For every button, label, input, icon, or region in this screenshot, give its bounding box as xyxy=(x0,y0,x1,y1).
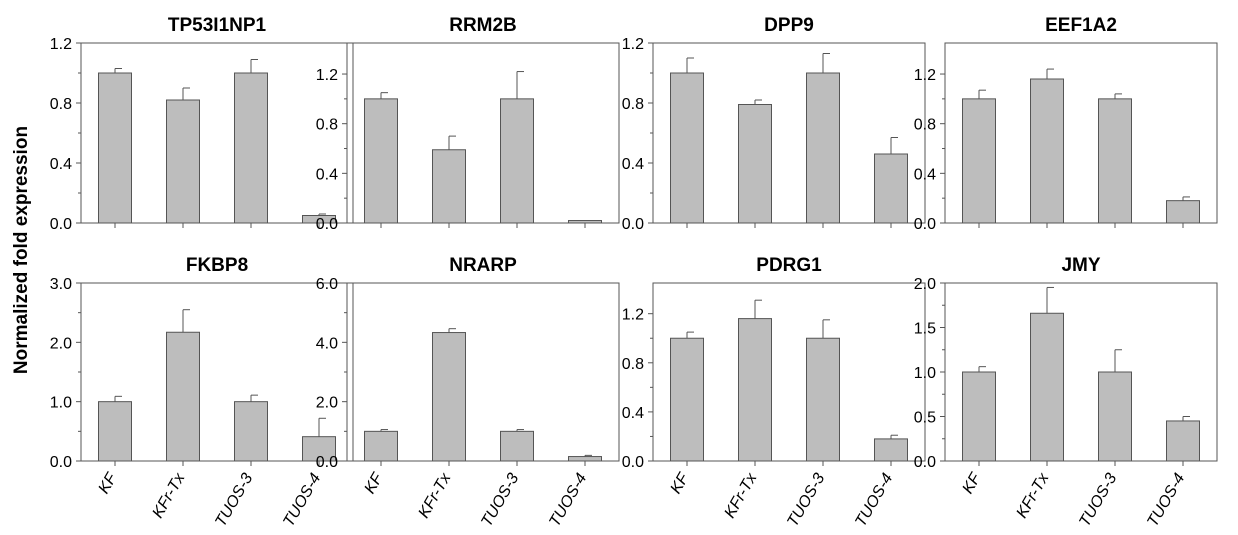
bar xyxy=(98,72,132,224)
bar xyxy=(98,401,132,462)
x-tick-label: TUOS-3 xyxy=(784,470,828,529)
y-tick-label: 0.0 xyxy=(622,216,644,233)
y-tick-label: 6.0 xyxy=(316,276,338,293)
bar xyxy=(364,430,398,462)
bar xyxy=(1098,371,1132,462)
y-tick-label: 0.4 xyxy=(50,156,72,173)
x-tick-label: KF xyxy=(362,469,388,496)
x-tick-label: TUOS-3 xyxy=(478,470,522,529)
bar xyxy=(568,456,602,462)
x-tick-label: KFr-Tx xyxy=(1013,470,1053,521)
y-tick-label: 1.2 xyxy=(50,36,72,53)
chart-panel-3: DPP9 0.0 0.4 0.8 1.2 xyxy=(622,15,926,233)
chart-panel-7: PDRG1 0.0 0.4 0.8 1.2 KF KFr-Tx TUOS-3 TUOS-4 xyxy=(622,255,926,530)
y-tick-label: 0.0 xyxy=(50,454,72,471)
plot-frame xyxy=(346,42,620,224)
bar xyxy=(874,438,908,462)
x-tick-label: TUOS-4 xyxy=(546,470,590,529)
bar xyxy=(1166,200,1200,224)
y-tick-label: 3.0 xyxy=(50,276,72,293)
bar xyxy=(432,149,466,224)
y-tick-label: 2.0 xyxy=(50,335,72,352)
y-tick-label: 0.4 xyxy=(622,156,644,173)
bar xyxy=(962,98,996,224)
y-tick-label: 0.0 xyxy=(316,454,338,471)
chart-panel-8: JMY 0.0 0.5 1.0 1.5 2.0 KF KFr-Tx TUOS-3 TUOS-4 xyxy=(914,255,1218,530)
y-tick-label: 1.5 xyxy=(914,321,936,338)
bar xyxy=(234,72,268,224)
chart-panel-6: NRARP 0.0 2.0 4.0 6.0 KF KFr-Tx TUOS-3 TUOS-4 xyxy=(316,255,620,530)
y-tick-label: 4.0 xyxy=(316,335,338,352)
x-tick-label: KFr-Tx xyxy=(415,470,455,521)
bar xyxy=(432,332,466,462)
y-tick-label: 0.4 xyxy=(622,405,644,422)
y-tick-label: 2.0 xyxy=(316,395,338,412)
bar xyxy=(806,72,840,224)
panel-title: FKBP8 xyxy=(186,255,248,276)
bar xyxy=(500,430,534,462)
bar xyxy=(166,331,200,462)
bar xyxy=(500,98,534,224)
panel-title: RRM2B xyxy=(449,15,517,36)
y-tick-label: 1.0 xyxy=(50,395,72,412)
x-tick-label: TUOS-4 xyxy=(852,470,896,529)
chart-panel-5: FKBP8 0.0 1.0 2.0 3.0 KF KFr-Tx TUOS-3 TUOS-4 xyxy=(50,255,354,530)
y-tick-label: 0.0 xyxy=(50,216,72,233)
x-tick-label: TUOS-4 xyxy=(280,470,324,529)
y-tick-label: 0.0 xyxy=(914,454,936,471)
bar xyxy=(962,371,996,462)
bar xyxy=(1030,78,1064,224)
panel-title: EEF1A2 xyxy=(1045,15,1117,36)
y-tick-label: 1.2 xyxy=(316,67,338,84)
bar xyxy=(364,98,398,224)
y-tick-label: 0.8 xyxy=(622,96,644,113)
y-tick-label: 0.8 xyxy=(914,117,936,134)
bar xyxy=(874,153,908,224)
y-tick-label: 0.8 xyxy=(50,96,72,113)
y-tick-label: 0.8 xyxy=(316,117,338,134)
x-tick-label: TUOS-3 xyxy=(1076,470,1120,529)
y-tick-label: 0.4 xyxy=(914,166,936,183)
y-tick-label: 2.0 xyxy=(914,276,936,293)
panel-title: DPP9 xyxy=(764,15,814,36)
y-tick-label: 0.5 xyxy=(914,410,936,427)
y-tick-label: 0.0 xyxy=(622,454,644,471)
bar xyxy=(1166,420,1200,462)
bar xyxy=(738,104,772,224)
y-tick-label: 0.4 xyxy=(316,166,338,183)
y-tick-label: 0.0 xyxy=(914,216,936,233)
x-tick-label: TUOS-4 xyxy=(1144,470,1188,529)
x-tick-label: KF xyxy=(96,469,122,496)
chart-panel-1: TP53I1NP1 0.0 0.4 0.8 1.2 xyxy=(50,15,354,233)
x-tick-label: KF xyxy=(960,469,986,496)
bar xyxy=(568,220,602,224)
bar xyxy=(234,401,268,462)
panel-title: PDRG1 xyxy=(756,255,822,276)
bar xyxy=(670,337,704,462)
bar xyxy=(806,337,840,462)
x-tick-label: KF xyxy=(668,469,694,496)
y-tick-label: 1.2 xyxy=(914,67,936,84)
x-tick-label: KFr-Tx xyxy=(149,470,189,521)
x-tick-label: TUOS-3 xyxy=(212,470,256,529)
plot-frame xyxy=(944,42,1218,224)
bar xyxy=(1030,312,1064,462)
chart-panel-4: EEF1A2 0.0 0.4 0.8 1.2 xyxy=(914,15,1218,233)
y-tick-label: 0.8 xyxy=(622,356,644,373)
panel-title: JMY xyxy=(1061,255,1100,276)
bar xyxy=(1098,98,1132,224)
plot-frame xyxy=(652,282,926,462)
bar xyxy=(670,72,704,224)
y-tick-label: 1.0 xyxy=(914,365,936,382)
y-tick-label: 0.0 xyxy=(316,216,338,233)
panel-title: NRARP xyxy=(449,255,517,276)
y-tick-label: 1.2 xyxy=(622,36,644,53)
bar xyxy=(738,318,772,462)
x-tick-label: KFr-Tx xyxy=(721,470,761,521)
panel-title: TP53I1NP1 xyxy=(168,15,267,36)
chart-panel-2: RRM2B 0.0 0.4 0.8 1.2 xyxy=(316,15,620,233)
bar xyxy=(166,99,200,224)
y-tick-label: 1.2 xyxy=(622,307,644,324)
